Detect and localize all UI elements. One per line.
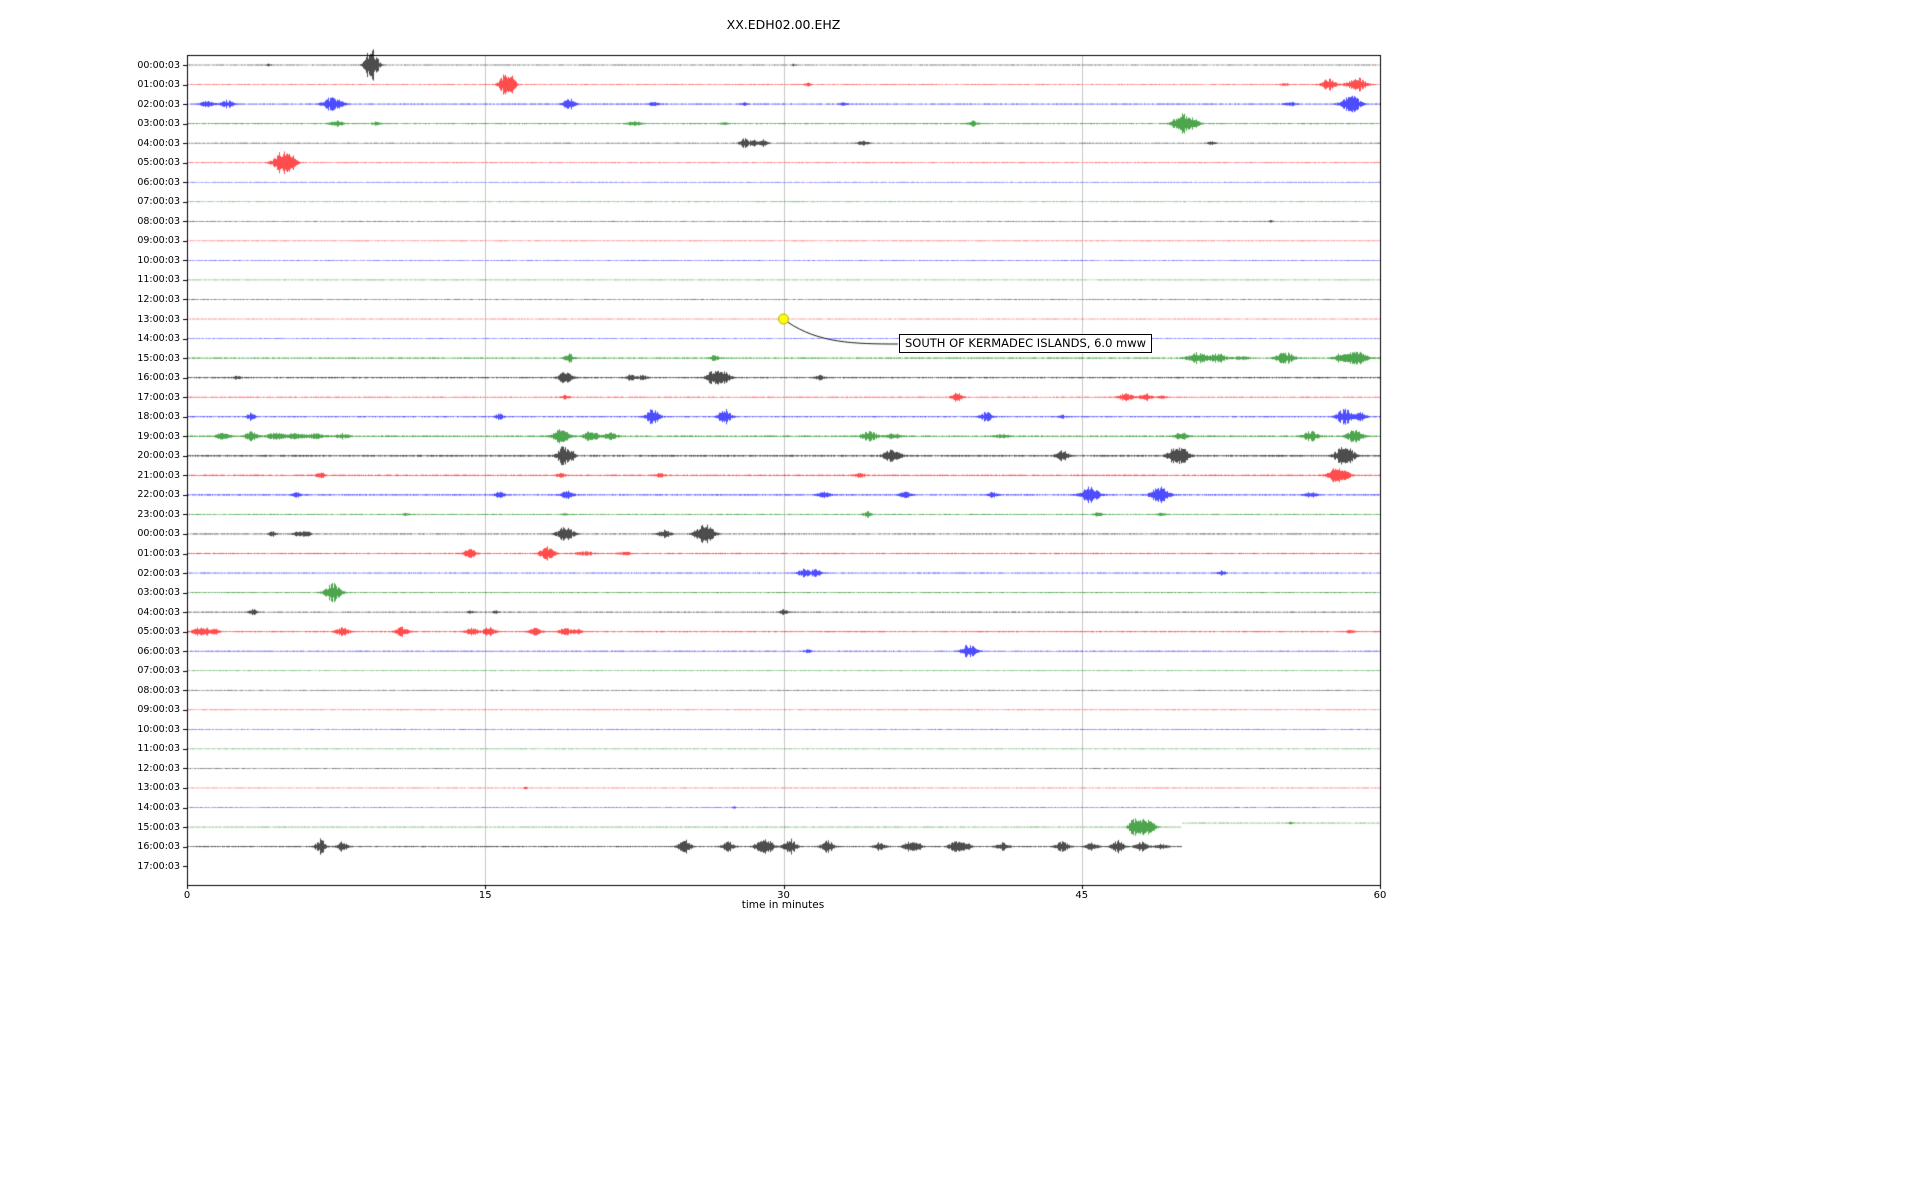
row-time-label: 06:00:03	[137, 645, 180, 657]
row-time-label: 12:00:03	[137, 762, 180, 774]
row-time-label: 08:00:03	[137, 215, 180, 227]
row-time-label: 09:00:03	[137, 704, 180, 716]
x-axis-label: time in minutes	[741, 899, 825, 911]
row-time-label: 04:00:03	[137, 137, 180, 149]
x-tick-label: 0	[183, 890, 191, 901]
row-time-label: 13:00:03	[137, 313, 180, 325]
row-time-label: 15:00:03	[137, 352, 180, 364]
x-tick-label: 45	[1075, 890, 1089, 901]
row-time-label: 07:00:03	[137, 665, 180, 677]
row-time-label: 05:00:03	[137, 157, 180, 169]
row-time-label: 02:00:03	[137, 567, 180, 579]
row-time-label: 15:00:03	[137, 821, 180, 833]
row-time-label: 17:00:03	[137, 391, 180, 403]
event-annotation-box: SOUTH OF KERMADEC ISLANDS, 6.0 mww	[899, 334, 1153, 353]
row-time-label: 12:00:03	[137, 293, 180, 305]
row-time-label: 19:00:03	[137, 430, 180, 442]
row-time-label: 03:00:03	[137, 118, 180, 130]
row-time-label: 05:00:03	[137, 626, 180, 638]
row-time-label: 09:00:03	[137, 235, 180, 247]
row-time-label: 11:00:03	[137, 274, 180, 286]
row-time-label: 14:00:03	[137, 333, 180, 345]
row-time-label: 22:00:03	[137, 489, 180, 501]
row-time-label: 21:00:03	[137, 469, 180, 481]
row-time-label: 17:00:03	[137, 860, 180, 872]
row-time-label: 13:00:03	[137, 782, 180, 794]
row-time-label: 23:00:03	[137, 508, 180, 520]
row-time-label: 08:00:03	[137, 684, 180, 696]
row-time-label: 00:00:03	[137, 528, 180, 540]
row-time-label: 16:00:03	[137, 372, 180, 384]
row-time-label: 01:00:03	[137, 548, 180, 559]
row-time-label: 18:00:03	[137, 411, 180, 423]
row-time-label: 20:00:03	[137, 450, 180, 462]
row-time-label: 07:00:03	[137, 196, 180, 208]
plot-title: XX.EDH02.00.EHZ	[726, 17, 841, 32]
row-time-label: 02:00:03	[137, 98, 180, 110]
row-time-label: 10:00:03	[137, 254, 180, 266]
row-time-label: 11:00:03	[137, 743, 180, 755]
row-time-label: 14:00:03	[137, 802, 180, 814]
x-tick-label: 15	[478, 890, 492, 901]
row-time-label: 10:00:03	[137, 723, 180, 735]
row-time-label: 16:00:03	[137, 841, 180, 853]
row-time-label: 00:00:03	[137, 59, 180, 71]
row-time-label: 03:00:03	[137, 587, 180, 599]
x-tick-label: 60	[1373, 890, 1387, 901]
row-time-label: 01:00:03	[137, 79, 180, 91]
row-time-label: 06:00:03	[137, 176, 180, 188]
row-time-label: 04:00:03	[137, 606, 180, 618]
x-tick-label: 30	[777, 890, 790, 901]
